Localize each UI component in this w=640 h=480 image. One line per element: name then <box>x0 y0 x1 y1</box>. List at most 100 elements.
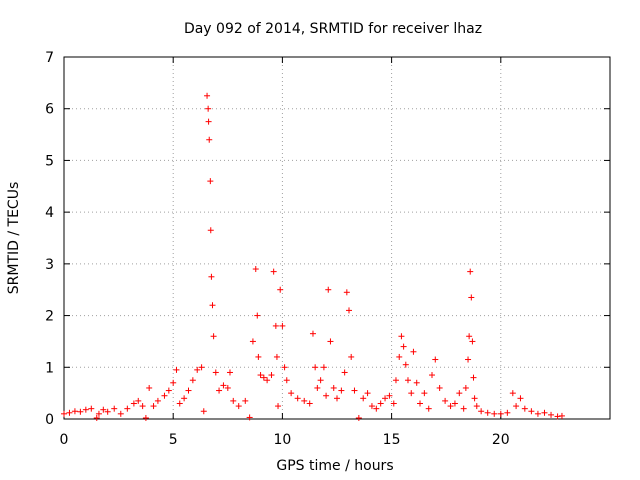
data-point <box>130 400 137 407</box>
data-point <box>377 400 384 407</box>
data-point <box>206 136 213 143</box>
data-point <box>346 307 353 314</box>
data-point <box>205 105 212 112</box>
grid-layer <box>64 57 610 419</box>
data-point <box>360 395 367 402</box>
data-point <box>355 414 362 421</box>
data-point <box>230 397 237 404</box>
data-point <box>301 397 308 404</box>
data-point <box>204 92 211 99</box>
data-point <box>351 387 358 394</box>
y-tick-label: 7 <box>45 50 54 66</box>
data-point <box>497 410 504 417</box>
data-point <box>161 392 168 399</box>
data-point <box>224 384 231 391</box>
data-point <box>170 379 177 386</box>
data-point <box>541 409 548 416</box>
data-point <box>124 405 131 412</box>
data-point <box>260 374 267 381</box>
data-point <box>468 294 475 301</box>
data-point <box>142 414 149 421</box>
data-point <box>146 384 153 391</box>
data-point <box>534 410 541 417</box>
data-point <box>257 372 264 379</box>
data-point <box>400 343 407 350</box>
data-point <box>93 414 100 421</box>
data-point <box>212 369 219 376</box>
data-point <box>283 377 290 384</box>
y-tick-label: 1 <box>45 360 54 376</box>
data-point <box>462 384 469 391</box>
x-axis-label: GPS time / hours <box>276 458 393 474</box>
chart-title: Day 092 of 2014, SRMTID for receiver lha… <box>184 21 482 37</box>
data-point <box>517 395 524 402</box>
data-point <box>467 268 474 275</box>
data-point <box>198 364 205 371</box>
data-point <box>513 403 520 410</box>
data-point <box>216 387 223 394</box>
data-point <box>255 353 262 360</box>
data-point <box>176 400 183 407</box>
data-point <box>373 405 380 412</box>
data-point <box>478 408 485 415</box>
data-point <box>491 410 498 417</box>
data-point <box>392 377 399 384</box>
data-point <box>208 273 215 280</box>
data-point <box>226 369 233 376</box>
data-point <box>408 390 415 397</box>
data-point <box>181 395 188 402</box>
x-tick-label: 5 <box>169 432 178 448</box>
data-point <box>558 412 565 419</box>
data-point <box>249 338 256 345</box>
data-point <box>348 353 355 360</box>
y-tick-label: 6 <box>45 102 54 118</box>
data-point <box>421 390 428 397</box>
data-point <box>82 406 89 413</box>
data-point <box>382 395 389 402</box>
data-point <box>442 397 449 404</box>
data-point <box>294 395 301 402</box>
data-point <box>185 387 192 394</box>
data-point <box>334 395 340 402</box>
data-point <box>270 268 277 275</box>
y-tick-label: 2 <box>45 309 54 325</box>
data-point <box>504 409 511 416</box>
data-point <box>484 409 491 416</box>
data-point <box>139 403 146 410</box>
data-point <box>268 372 275 379</box>
data-point <box>194 366 201 373</box>
data-point <box>429 372 436 379</box>
data-point <box>117 410 124 417</box>
data-point <box>469 338 476 345</box>
data-point <box>210 333 217 340</box>
data-point <box>425 405 432 412</box>
data-point <box>173 366 180 373</box>
data-point <box>521 405 528 412</box>
data-point <box>309 330 316 337</box>
data-point <box>456 390 463 397</box>
data-point <box>306 400 313 407</box>
data-point <box>281 364 288 371</box>
data-point <box>61 410 67 417</box>
data-point <box>88 405 95 412</box>
data-point <box>254 312 261 319</box>
data-point <box>470 374 477 381</box>
data-point <box>252 266 259 273</box>
y-tick-label: 5 <box>45 153 54 169</box>
data-point <box>104 408 111 415</box>
data-point <box>402 361 409 368</box>
data-point <box>111 405 118 412</box>
data-point <box>288 390 295 397</box>
x-tick-label: 20 <box>492 432 510 448</box>
data-point <box>341 369 348 376</box>
data-point <box>325 286 332 293</box>
data-point <box>207 178 214 185</box>
data-point <box>209 302 216 309</box>
data-point <box>338 387 345 394</box>
data-point <box>320 364 327 371</box>
data-point <box>471 395 478 402</box>
y-tick-label: 3 <box>45 257 54 273</box>
data-point <box>135 397 142 404</box>
